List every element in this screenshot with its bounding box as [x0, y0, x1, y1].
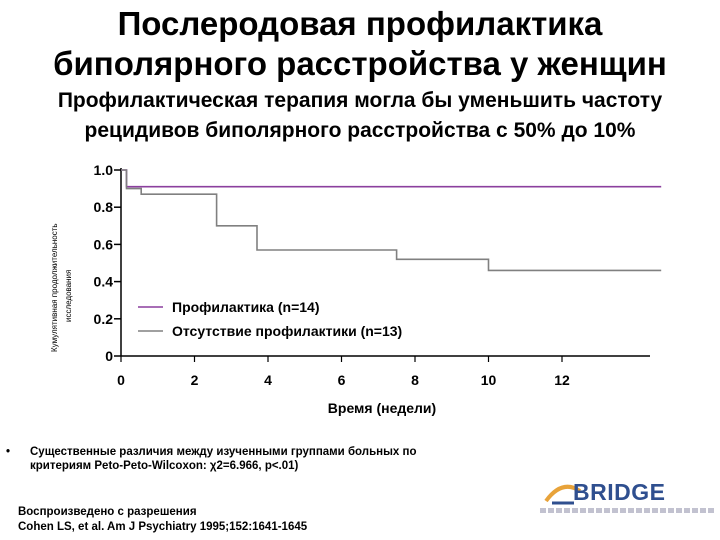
title-line-2: биполярного расстройства у женщин: [53, 45, 667, 82]
x-tick-label: 6: [338, 372, 346, 388]
y-tick-label: 0.2: [94, 311, 114, 327]
x-tick-label: 12: [554, 372, 570, 388]
title-line-1: Послеродовая профилактика: [117, 5, 603, 42]
bridge-logo: BRIDGE: [540, 475, 715, 535]
series-line-1: [121, 169, 662, 188]
reference: Воспроизведено с разрешения Cohen LS, et…: [18, 505, 438, 535]
note-line-1: Существенные различия между изученными г…: [30, 446, 417, 458]
x-tick-label: 2: [191, 372, 199, 388]
y-tick-label: 0.4: [94, 274, 114, 290]
subtitle-line-2: рецидивов биполярного расстройства с 50%…: [84, 119, 636, 142]
y-tick-label: 0.8: [94, 199, 114, 215]
series-line-2: [121, 169, 662, 272]
reference-line-1: Воспроизведено с разрешения: [18, 506, 197, 518]
y-axis-label-line-2: исследования: [64, 269, 73, 322]
bullet-marker: •: [6, 446, 11, 458]
y-tick-label: 0: [105, 348, 113, 364]
x-tick-label: 4: [264, 372, 272, 388]
slide-title: Послеродовая профилактика биполярного ра…: [0, 4, 720, 84]
legend-label-1: Профилактика (n=14): [172, 299, 319, 315]
x-tick-label: 0: [117, 372, 125, 388]
legend-label-2: Отсутствие профилактики (n=13): [172, 323, 402, 339]
y-tick-label: 0.6: [94, 236, 114, 252]
logo-text: BRIDGE: [573, 479, 666, 505]
bridge-logo-icon: [544, 484, 582, 505]
subtitle-line-1: Профилактическая терапия могла бы уменьш…: [57, 89, 663, 112]
logo-tagline: [540, 508, 715, 513]
y-axis-label-line-1: Кумулятивная продолжительность: [50, 223, 59, 352]
x-tick-label: 10: [481, 372, 497, 388]
x-axis-label: Время (недели): [327, 400, 437, 416]
slide-subtitle: Профилактическая терапия могла бы уменьш…: [0, 86, 720, 146]
reference-line-2: Cohen LS, et al. Am J Psychiatry 1995;15…: [18, 521, 308, 533]
y-axis-label: Кумулятивная продолжительность исследова…: [34, 182, 76, 352]
y-tick-label: 1.0: [94, 162, 114, 178]
x-tick-label: 8: [411, 372, 419, 388]
note-line-2: критериям Peto-Peto-Wilcoxon: χ2=6.966, …: [30, 460, 299, 472]
